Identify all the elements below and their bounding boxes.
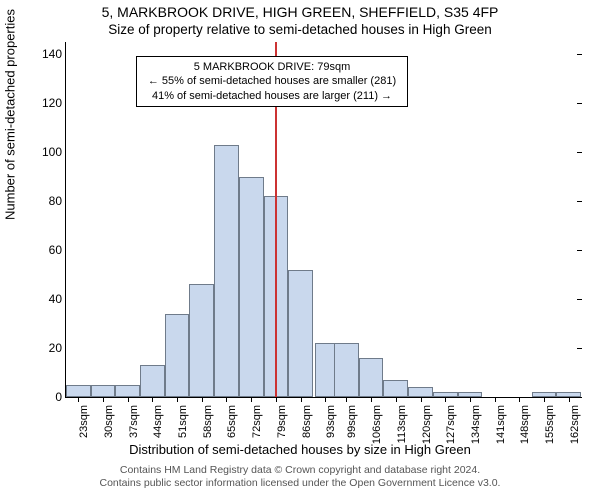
annotation-line: ← 55% of semi-detached houses are smalle… (143, 74, 401, 88)
x-tick-label: 37sqm (128, 405, 140, 438)
x-tick-label: 141sqm (495, 405, 507, 444)
y-tick-mark (577, 103, 582, 104)
y-tick-label: 80 (49, 194, 62, 208)
footer-line-1: Contains HM Land Registry data © Crown c… (0, 464, 600, 477)
y-tick-mark (577, 348, 582, 349)
x-tick-label: 127sqm (445, 405, 457, 444)
x-tick-label: 134sqm (470, 405, 482, 444)
x-tick-mark (251, 397, 252, 402)
x-tick-label: 106sqm (371, 405, 383, 444)
y-tick-label: 20 (49, 341, 62, 355)
x-tick-label: 120sqm (421, 405, 433, 444)
annotation-line: 5 MARKBROOK DRIVE: 79sqm (143, 60, 401, 74)
histogram-bar (288, 270, 313, 397)
histogram-bar (359, 358, 384, 397)
x-tick-mark (346, 397, 347, 402)
chart-title-address: 5, MARKBROOK DRIVE, HIGH GREEN, SHEFFIEL… (0, 4, 600, 20)
footer-attribution: Contains HM Land Registry data © Crown c… (0, 464, 600, 490)
histogram-bar (66, 385, 91, 397)
x-tick-mark (445, 397, 446, 402)
plot-area: 02040608010012014023sqm30sqm37sqm44sqm51… (65, 42, 581, 398)
histogram-bar (334, 343, 359, 397)
y-tick-mark (577, 250, 582, 251)
y-tick-label: 60 (49, 243, 62, 257)
histogram-bar (140, 365, 165, 397)
chart-container: 5, MARKBROOK DRIVE, HIGH GREEN, SHEFFIEL… (0, 0, 600, 500)
histogram-bar (239, 177, 264, 397)
x-tick-mark (396, 397, 397, 402)
x-tick-label: 99sqm (346, 405, 358, 438)
annotation-box: 5 MARKBROOK DRIVE: 79sqm← 55% of semi-de… (136, 56, 408, 107)
y-tick-mark (577, 397, 582, 398)
x-tick-mark (495, 397, 496, 402)
y-axis-label: Number of semi-detached properties (3, 9, 18, 220)
x-tick-label: 72sqm (251, 405, 263, 438)
x-tick-mark (325, 397, 326, 402)
x-tick-label: 86sqm (301, 405, 313, 438)
histogram-bar (165, 314, 190, 397)
x-tick-mark (470, 397, 471, 402)
x-tick-mark (544, 397, 545, 402)
x-tick-mark (519, 397, 520, 402)
histogram-bar (315, 343, 336, 397)
x-tick-label: 65sqm (226, 405, 238, 438)
histogram-bar (383, 380, 408, 397)
x-tick-label: 155sqm (544, 405, 556, 444)
x-tick-mark (301, 397, 302, 402)
y-tick-mark (577, 152, 582, 153)
x-tick-mark (78, 397, 79, 402)
histogram-bar (189, 284, 214, 397)
histogram-bar (214, 145, 239, 397)
x-tick-label: 58sqm (202, 405, 214, 438)
x-tick-mark (226, 397, 227, 402)
y-tick-mark (577, 299, 582, 300)
footer-line-2: Contains public sector information licen… (0, 477, 600, 490)
x-tick-mark (371, 397, 372, 402)
y-tick-label: 140 (42, 47, 62, 61)
x-tick-mark (569, 397, 570, 402)
x-tick-mark (202, 397, 203, 402)
x-tick-label: 51sqm (177, 405, 189, 438)
x-tick-label: 79sqm (276, 405, 288, 438)
x-tick-mark (152, 397, 153, 402)
x-tick-label: 44sqm (152, 405, 164, 438)
x-tick-label: 23sqm (78, 405, 90, 438)
y-tick-mark (577, 201, 582, 202)
x-tick-mark (103, 397, 104, 402)
x-tick-label: 93sqm (325, 405, 337, 438)
x-tick-mark (177, 397, 178, 402)
x-tick-label: 113sqm (396, 405, 408, 443)
x-tick-mark (128, 397, 129, 402)
y-tick-mark (577, 54, 582, 55)
x-axis-label: Distribution of semi-detached houses by … (0, 442, 600, 457)
x-tick-label: 162sqm (569, 405, 581, 444)
x-tick-label: 30sqm (103, 405, 115, 438)
y-tick-label: 0 (55, 390, 62, 404)
x-tick-mark (276, 397, 277, 402)
y-tick-label: 40 (49, 292, 62, 306)
y-tick-label: 100 (42, 145, 62, 159)
annotation-line: 41% of semi-detached houses are larger (… (143, 89, 401, 103)
y-tick-label: 120 (42, 96, 62, 110)
x-tick-mark (421, 397, 422, 402)
x-tick-label: 148sqm (519, 405, 531, 444)
histogram-bar (91, 385, 116, 397)
histogram-bar (115, 385, 140, 397)
histogram-bar (408, 387, 433, 397)
chart-title-sub: Size of property relative to semi-detach… (0, 22, 600, 37)
